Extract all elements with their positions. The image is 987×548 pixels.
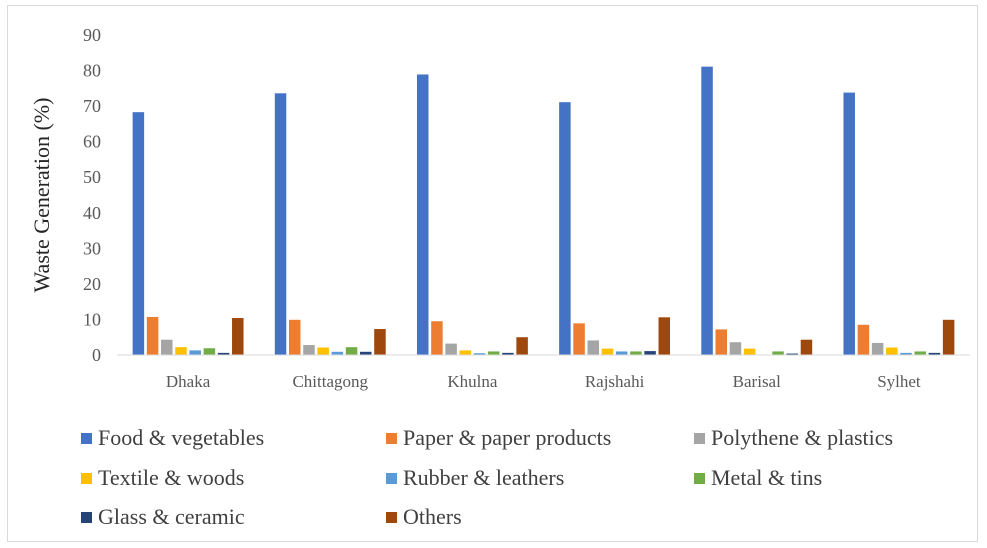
bar-food-vegetables-dhaka [132, 112, 145, 355]
y-tick-label: 30 [83, 238, 101, 258]
legend-swatch [81, 432, 92, 444]
bar-glass-ceramic-khulna [502, 352, 514, 355]
bar-paper-paper-products-chittagong [289, 319, 301, 355]
bar-textile-woods-sylhet [886, 347, 898, 355]
bar-others-barisal [800, 339, 813, 355]
bar-textile-woods-dhaka [175, 347, 187, 355]
legend-label: Textile & woods [98, 465, 245, 490]
legend-label: Glass & ceramic [98, 504, 245, 529]
bar-food-vegetables-chittagong [274, 93, 287, 355]
legend-swatch [694, 432, 705, 444]
legend-item: Metal & tins [694, 465, 822, 491]
bar-glass-ceramic-rajshahi [644, 351, 656, 355]
bar-others-chittagong [374, 329, 386, 355]
legend-label: Metal & tins [711, 465, 823, 490]
bar-food-vegetables-rajshahi [559, 102, 571, 355]
legend-swatch [386, 511, 397, 523]
bar-metal-tins-khulna [487, 351, 500, 355]
bar-food-vegetables-khulna [416, 74, 429, 355]
legend-swatch [386, 472, 397, 484]
legend-item: Rubber & leathers [386, 465, 564, 491]
y-tick-label: 0 [92, 345, 101, 365]
x-category-label: Barisal [733, 372, 781, 391]
y-tick-label: 10 [83, 309, 101, 329]
bar-textile-woods-chittagong [317, 347, 329, 355]
bar-polythene-plastics-sylhet [871, 342, 884, 355]
bar-textile-woods-rajshahi [601, 348, 614, 355]
legend-label: Rubber & leathers [403, 465, 565, 490]
x-category-label: Dhaka [166, 372, 211, 391]
legend-label: Paper & paper products [403, 425, 612, 450]
y-tick-label: 70 [83, 96, 101, 116]
legend-swatch [81, 511, 92, 523]
y-axis-ticks: 0 10 20 30 40 50 60 70 80 90 [83, 25, 101, 365]
bar-paper-paper-products-sylhet [857, 324, 870, 355]
y-tick-label: 40 [83, 203, 101, 223]
x-category-label: Rajshahi [585, 372, 645, 391]
bar-others-dhaka [232, 318, 244, 355]
bar-paper-paper-products-rajshahi [573, 323, 585, 355]
x-category-label: Chittagong [292, 372, 368, 391]
bar-others-khulna [516, 337, 528, 355]
bar-textile-woods-barisal [743, 348, 756, 355]
bar-rubber-leathers-khulna [473, 353, 486, 355]
legend-swatch [81, 472, 92, 484]
bar-others-rajshahi [658, 317, 671, 355]
bar-rubber-leathers-dhaka [189, 350, 201, 355]
bar-glass-ceramic-barisal [786, 353, 798, 355]
bar-rubber-leathers-sylhet [900, 352, 912, 355]
legend-label: Food & vegetables [98, 425, 265, 450]
bar-textile-woods-khulna [459, 350, 472, 355]
bar-food-vegetables-sylhet [843, 92, 855, 355]
bar-glass-ceramic-dhaka [217, 352, 230, 355]
legend-swatch [694, 472, 705, 484]
bar-paper-paper-products-barisal [715, 329, 727, 355]
bar-metal-tins-rajshahi [630, 351, 642, 355]
bar-polythene-plastics-rajshahi [587, 340, 600, 355]
x-axis-categories: Dhaka Chittagong Khulna Rajshahi Barisal Sylh… [166, 372, 921, 391]
bars [132, 66, 955, 355]
bar-metal-tins-sylhet [914, 351, 926, 355]
bar-rubber-leathers-chittagong [331, 351, 344, 355]
x-category-label: Khulna [447, 372, 498, 391]
legend-item: Paper & paper products [386, 425, 611, 451]
bar-polythene-plastics-barisal [729, 342, 742, 355]
legend-item: Food & vegetables [81, 425, 264, 451]
y-tick-label: 50 [83, 167, 101, 187]
bar-glass-ceramic-sylhet [928, 352, 941, 355]
bar-food-vegetables-barisal [701, 66, 713, 355]
bar-metal-tins-chittagong [345, 347, 358, 355]
y-axis-label: Waste Generation (%) [29, 98, 54, 293]
bar-paper-paper-products-khulna [431, 321, 443, 355]
y-tick-label: 60 [83, 132, 101, 152]
legend-item: Others [386, 504, 462, 530]
bar-metal-tins-dhaka [203, 348, 216, 355]
bar-rubber-leathers-rajshahi [615, 351, 628, 355]
legend-label: Polythene & plastics [711, 425, 894, 450]
y-tick-label: 20 [83, 274, 101, 294]
legend-label: Others [403, 504, 462, 529]
chart-frame [7, 5, 978, 542]
bar-others-sylhet [942, 319, 955, 355]
bar-glass-ceramic-chittagong [360, 351, 372, 355]
y-tick-label: 90 [83, 25, 101, 45]
bar-polythene-plastics-dhaka [161, 339, 173, 355]
x-category-label: Sylhet [877, 372, 921, 391]
bar-polythene-plastics-chittagong [303, 345, 315, 355]
legend-swatch [386, 432, 397, 444]
bar-polythene-plastics-khulna [445, 343, 457, 355]
y-tick-label: 80 [83, 61, 101, 81]
legend-item: Glass & ceramic [81, 504, 245, 530]
legend-item: Textile & woods [81, 465, 244, 491]
bar-paper-paper-products-dhaka [146, 316, 159, 355]
legend-item: Polythene & plastics [694, 425, 893, 451]
bar-metal-tins-barisal [772, 351, 784, 355]
